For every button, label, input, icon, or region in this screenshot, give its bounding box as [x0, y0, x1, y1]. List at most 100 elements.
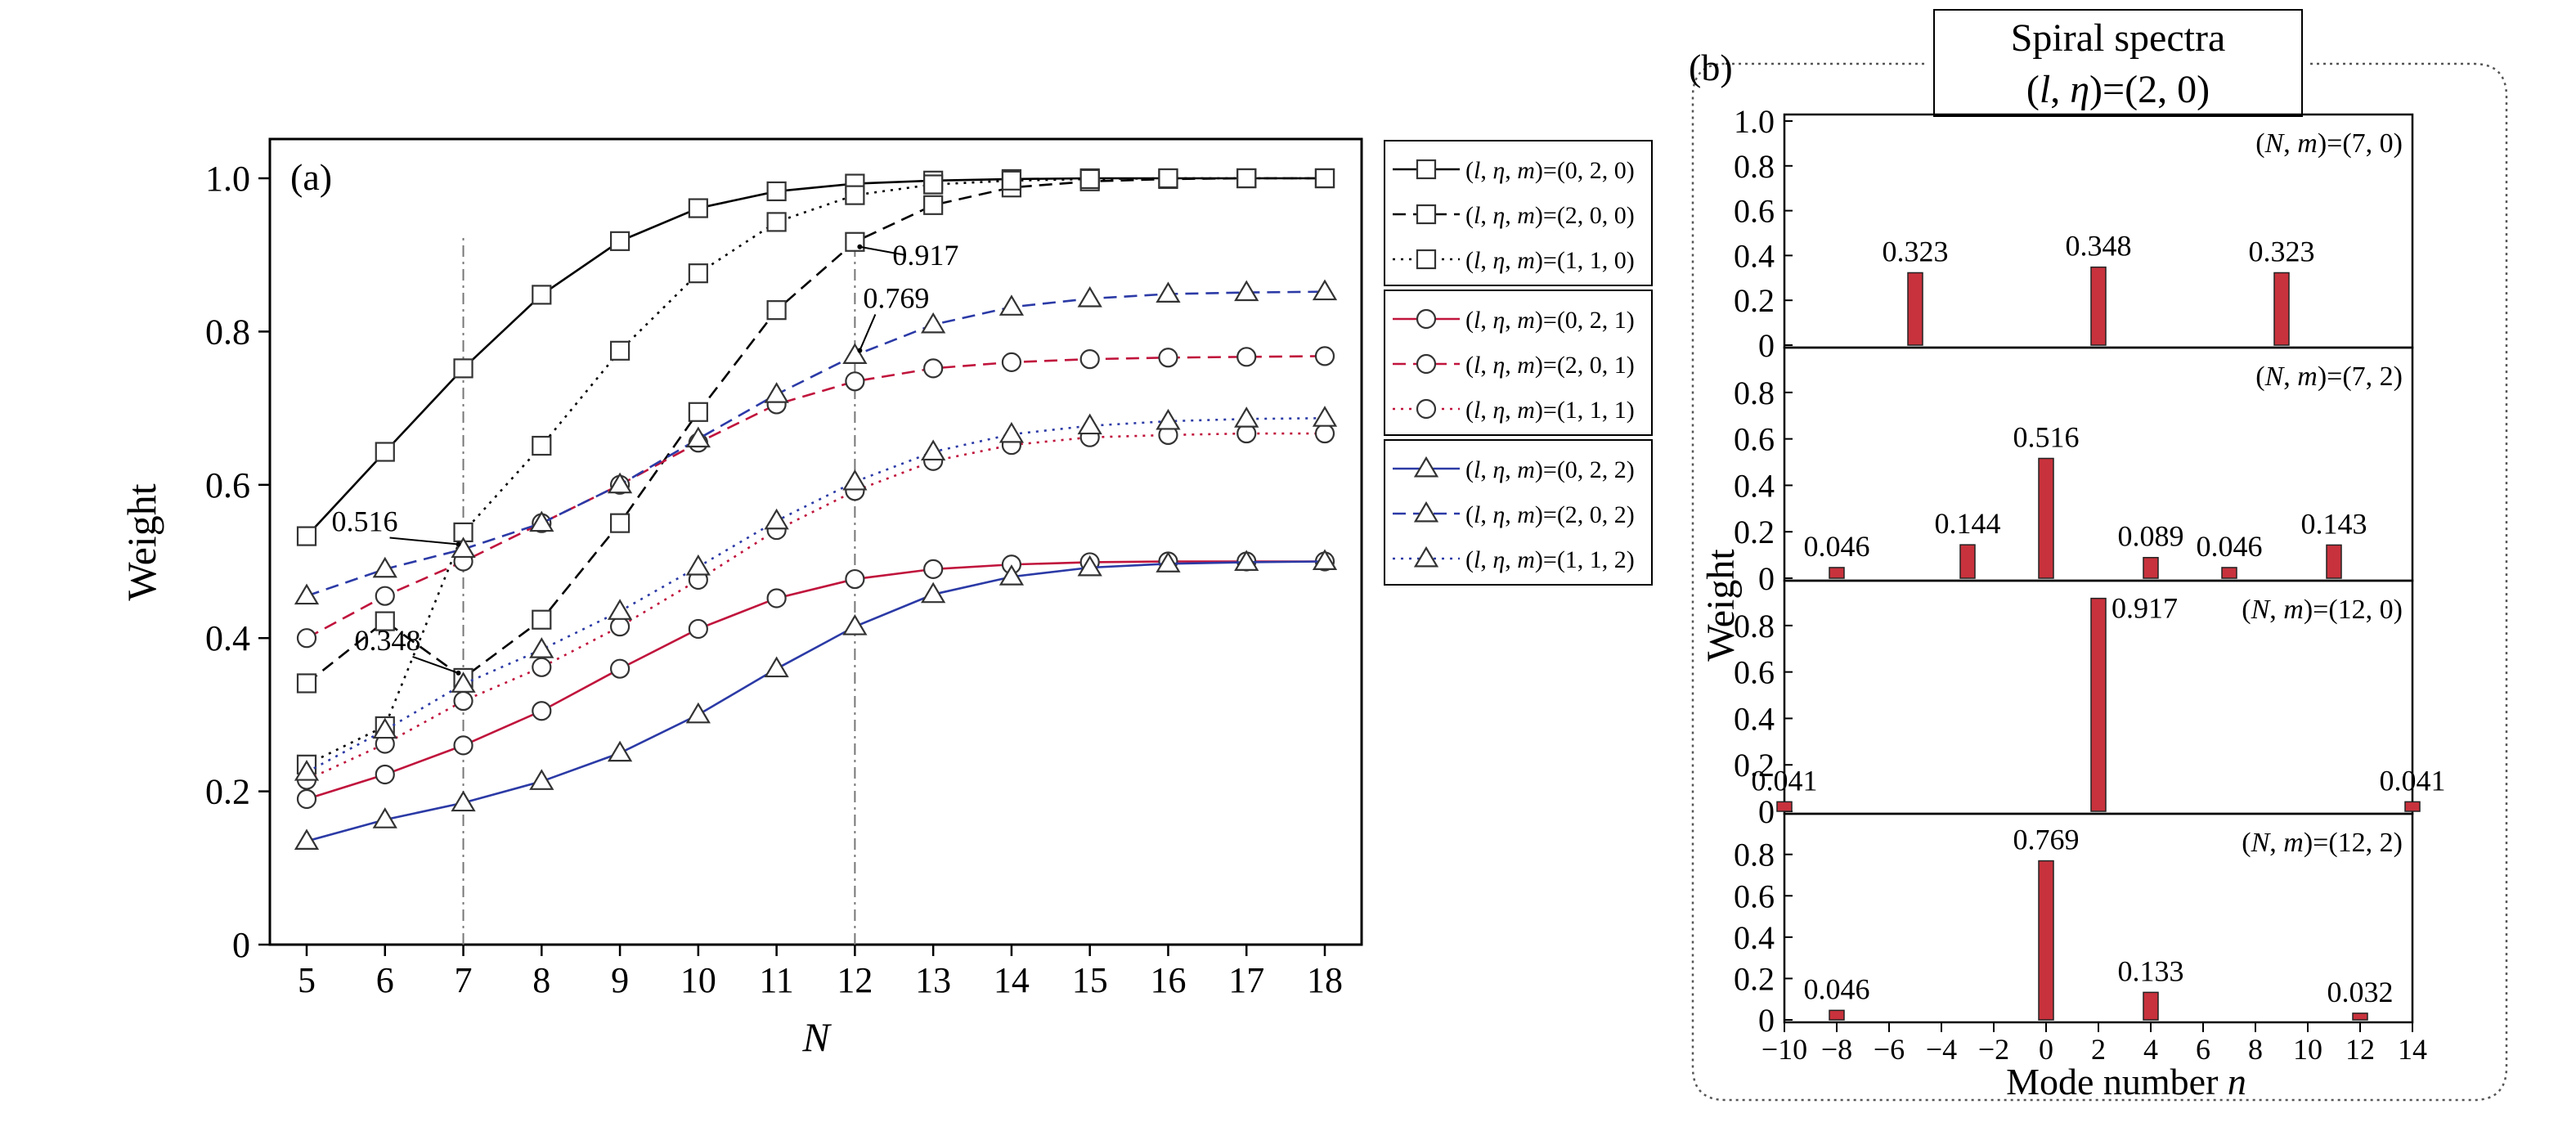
panel-a-data-point [999, 564, 1025, 586]
panel-a-data-point [296, 526, 317, 546]
legend-marker [1416, 398, 1437, 420]
panel-a-annotation-label: 0.348 [355, 624, 421, 657]
panel-b-bar [2326, 544, 2342, 579]
panel-a-data-point [607, 472, 633, 494]
panel-a-data-point [296, 628, 317, 649]
panel-a-data-point [766, 588, 787, 608]
panel-b-x-tick-label: 14 [2398, 1033, 2427, 1066]
panel-a-data-point [532, 435, 552, 456]
panel-a-annotation-arrowhead [857, 244, 863, 249]
panel-a-series-group [294, 168, 1338, 851]
panel-a-annotation-arrow [859, 245, 905, 256]
panel-a-data-point [845, 185, 865, 205]
panel-a-data-point [1314, 346, 1335, 366]
panel-a-data-point [294, 583, 320, 605]
panel-a-data-point [1314, 423, 1335, 444]
panel-b-bar [1959, 544, 1976, 579]
panel-a-data-point [1312, 406, 1338, 427]
panel-b-x-tick-label: −10 [1761, 1033, 1807, 1066]
panel-b-bar [2038, 860, 2054, 1021]
panel-a-data-point [372, 556, 397, 578]
panel-a-data-point [609, 231, 631, 251]
panel-a-x-axis-label: N [801, 1014, 832, 1060]
legend-entry: (l, η, m)=(2, 0, 2) [1393, 501, 1635, 528]
panel-a-series-line [306, 560, 1325, 801]
panel-a-data-point [766, 300, 787, 321]
panel-a-plot-frame [268, 137, 1363, 946]
panel-b-x-tick-label: 12 [2345, 1033, 2375, 1066]
panel-a-data-point [532, 657, 552, 677]
panel-b-y-tick-label: 0 [1758, 327, 1775, 364]
panel-a-data-point [685, 426, 711, 448]
panel-a-series-line [306, 177, 1325, 685]
panel-b-bar [1829, 567, 1845, 579]
panel-b-y-tick-label: 0.2 [1734, 514, 1775, 550]
panel-a-y-tick-label: 0 [232, 925, 250, 965]
panel-a-label: (a) [290, 156, 332, 198]
panel-a-x-tick-label: 17 [1228, 960, 1264, 1000]
panel-a-series-line [306, 177, 1325, 537]
panel-a-y-tick-label: 0.8 [205, 312, 250, 352]
panel-a-x-tick-label: 5 [298, 960, 316, 1000]
panel-a-data-point [845, 568, 865, 590]
panel-b-bar-label: 0.917 [2112, 592, 2178, 625]
legend-marker [1416, 353, 1437, 375]
panel-b-x-tick-label: −2 [1978, 1033, 2009, 1066]
panel-b-x-tick-label: 0 [2039, 1033, 2053, 1066]
panel-a-data-point [451, 790, 476, 812]
panel-b-bar-label: 0.046 [1804, 530, 1870, 563]
panel-a-annotation-arrow [389, 537, 459, 546]
panel-b-bar [2143, 991, 2159, 1021]
panel-a-series-line [306, 290, 1326, 597]
panel-b-bar-label: 0.046 [1804, 972, 1870, 1005]
panel-a-data-point [453, 735, 473, 756]
panel-a-data-point [1001, 352, 1022, 372]
panel-a-data-point [532, 285, 552, 305]
panel-a-data-point [1001, 170, 1022, 191]
panel-b-y-tick-label: 0.6 [1734, 421, 1775, 458]
panel-b-bar [2404, 801, 2421, 812]
panel-b-y-tick-label: 0.8 [1734, 148, 1775, 185]
panel-a-data-point [375, 586, 395, 606]
panel-b-x-tick-label: −4 [1926, 1033, 1957, 1066]
legend-marker [1416, 204, 1437, 225]
panel-b-y-tick-label: 0.8 [1734, 837, 1775, 873]
panel-a-annotation-label: 0.769 [863, 281, 929, 314]
panel-b-bar-label: 0.089 [2118, 520, 2184, 553]
panel-a-annotation-arrow [412, 655, 459, 674]
panel-a-data-point [766, 212, 787, 232]
panel-b-x-tick-label: 4 [2143, 1033, 2158, 1066]
panel-a-data-point [1158, 168, 1178, 189]
panel-a-data-point [842, 343, 868, 364]
panel-a-x-tick-label: 16 [1150, 960, 1186, 1000]
panel-a-y-tick-label: 0.4 [205, 618, 250, 658]
panel-a-data-point [1314, 168, 1335, 189]
panel-a-data-point [532, 701, 552, 721]
legend-entry: (l, η, m)=(1, 1, 1) [1393, 397, 1635, 424]
panel-a-y-axis-label: Weight [119, 483, 164, 600]
panel-b-y-tick-label: 0 [1758, 1002, 1775, 1039]
panel-a-data-point [609, 513, 631, 533]
panel-b-bar-label: 0.046 [2197, 530, 2263, 563]
panel-b-x-tick-label: 8 [2248, 1033, 2263, 1066]
panel-a-x-tick-label: 11 [759, 960, 793, 1000]
panel-a-annotation-arrowhead [456, 670, 461, 676]
panel-a-data-point [999, 421, 1025, 443]
panel-b-label: (b) [1689, 47, 1733, 88]
legend-marker [1413, 501, 1439, 523]
panel-a-data-point [372, 717, 397, 739]
panel-a-data-point [375, 611, 395, 631]
panel-b-bar [2352, 1013, 2368, 1021]
panel-a-data-point [1234, 406, 1259, 428]
panel-a-data-point [1079, 168, 1100, 190]
legend-marker [1413, 546, 1439, 568]
panel-b-subplot-label: (N, m)=(12, 2) [2242, 828, 2403, 858]
panel-b-bar-label: 0.144 [1935, 507, 2001, 540]
legend-entry: (l, η, m)=(2, 0, 1) [1393, 352, 1635, 379]
panel-a-data-point [451, 671, 476, 693]
panel-b-bar-label: 0.516 [2013, 420, 2080, 453]
panel-b-y-tick-label: 1.0 [1734, 103, 1775, 140]
panel-b-bar-label: 0.143 [2301, 507, 2367, 540]
panel-a-data-point [923, 195, 944, 215]
